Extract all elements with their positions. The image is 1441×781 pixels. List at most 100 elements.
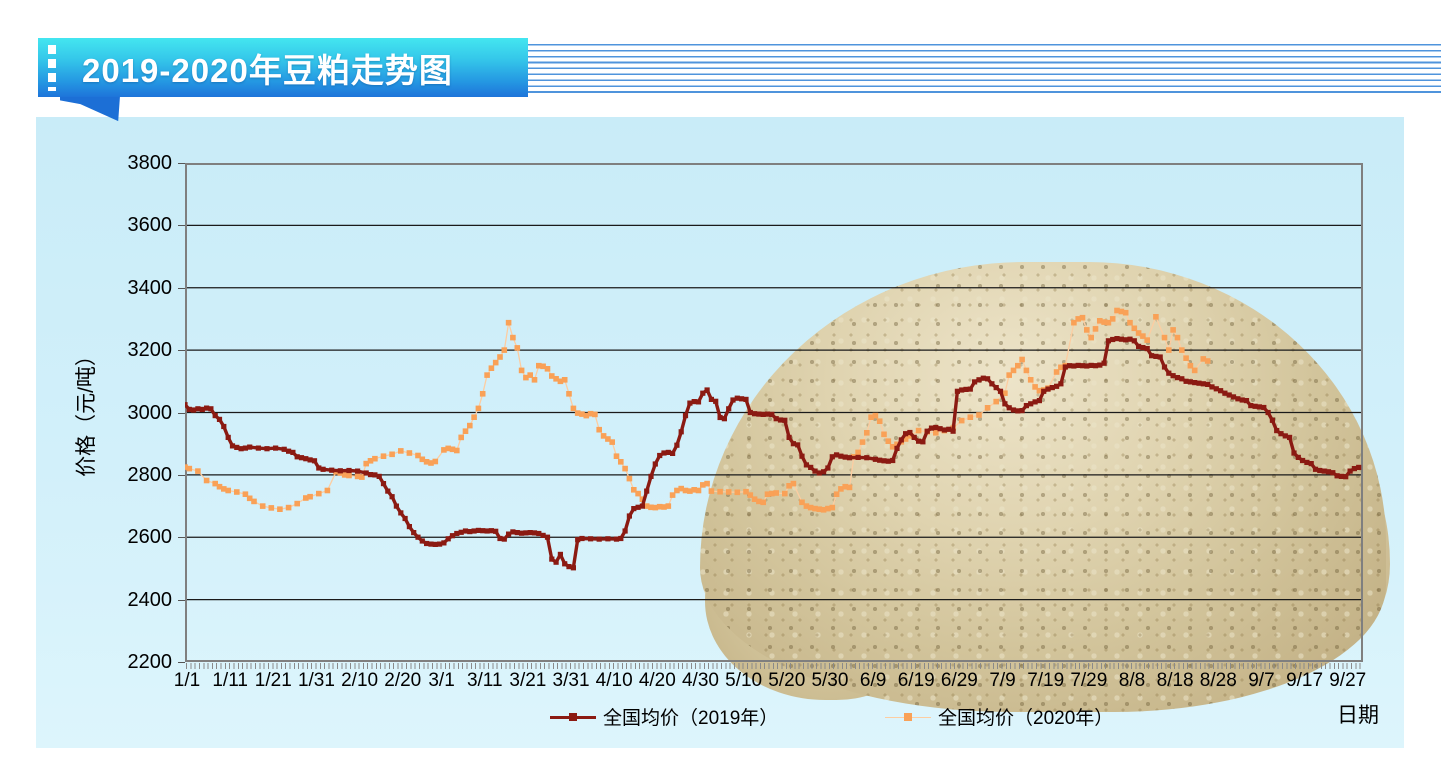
series-2019-marker [484, 528, 490, 534]
series-2019-marker [186, 406, 192, 412]
series-2019-marker [1187, 379, 1193, 385]
series-2019-marker [372, 472, 378, 478]
series-2019-marker [1239, 397, 1245, 403]
header-stripes-decoration [528, 44, 1441, 97]
series-2019-marker [622, 528, 628, 534]
series-2020-marker [398, 448, 404, 454]
series-2020-marker [605, 436, 611, 442]
series-2019-marker [273, 445, 279, 451]
series-2019-marker [1136, 343, 1142, 349]
series-2019-marker [437, 541, 443, 547]
series-2019-marker [700, 390, 706, 396]
x-tick-label: 5/20 [768, 670, 806, 691]
series-2019-marker [402, 515, 408, 522]
series-2019-marker [1179, 376, 1185, 382]
series-2020-marker [1071, 319, 1077, 326]
series-2019-marker [307, 457, 313, 463]
series-2019-marker [242, 445, 248, 451]
series-2020-marker [600, 433, 607, 439]
series-2019-marker [588, 536, 594, 542]
series-2020-marker [303, 495, 309, 501]
series-2019-marker [907, 429, 913, 436]
series-2020-marker [242, 491, 249, 497]
series-2020-marker [259, 503, 266, 509]
series-2020-marker [993, 398, 999, 405]
x-tick-label: 3/11 [466, 670, 503, 691]
series-2020-marker [631, 487, 637, 493]
x-tick-label: 7/29 [1070, 670, 1108, 691]
series-2020-marker [523, 374, 529, 381]
series-2019-marker [311, 458, 318, 464]
series-2020-marker [505, 319, 512, 326]
series-2020-marker [812, 505, 818, 512]
series-2019-marker [799, 453, 805, 459]
series-2020-marker [691, 487, 697, 493]
series-2019-marker [363, 470, 369, 476]
series-2019-marker [544, 534, 551, 540]
series-2020-marker [782, 490, 788, 497]
series-2019-marker [1351, 466, 1357, 472]
series-2020-marker [773, 490, 779, 496]
series-2019-marker [1023, 403, 1029, 409]
series-2020-marker [294, 500, 300, 507]
series-2019-marker [782, 417, 788, 423]
series-2019-marker [846, 455, 853, 461]
series-2020-marker [717, 488, 723, 495]
x-tick-label: 5/30 [811, 670, 849, 691]
series-2019-marker [777, 417, 784, 423]
series-2019-marker [1114, 336, 1120, 342]
series-2019-marker [406, 524, 412, 530]
series-2019-marker [216, 416, 223, 422]
series-2020-marker [876, 418, 883, 424]
series-2019-marker [462, 528, 469, 534]
series-2019-marker [1105, 338, 1111, 344]
series-2019-marker [1226, 392, 1232, 398]
y-tick-mark [178, 599, 185, 601]
series-2020-marker [531, 377, 538, 383]
series-2019-marker [1010, 407, 1017, 413]
series-2019-marker [527, 530, 533, 536]
series-2019-marker [1261, 404, 1267, 411]
series-2020-marker [359, 474, 365, 480]
series-2020-marker [958, 417, 965, 424]
series-2019-marker [238, 446, 244, 452]
series-2020-marker [1200, 356, 1207, 362]
series-2020-marker [277, 506, 283, 512]
y-axis-title: 价格（元/吨） [75, 345, 98, 477]
series-2020-marker [527, 372, 533, 378]
series-2019-marker [467, 529, 473, 535]
series-2020-marker [574, 410, 581, 416]
series-2020-marker [881, 431, 887, 438]
x-axis-title: 日期 [1337, 704, 1379, 727]
series-2020-marker [1204, 358, 1211, 364]
series-2019-marker [303, 456, 309, 462]
series-2019-marker [972, 379, 978, 385]
banner-dashes-decoration [48, 44, 56, 91]
x-tick-label: 9/27 [1329, 670, 1367, 691]
series-2019-marker [1058, 381, 1064, 387]
series-2020-marker [872, 412, 879, 419]
series-2019-marker [717, 414, 723, 421]
series-2019-marker [199, 406, 205, 412]
x-tick-label: 2/10 [341, 670, 379, 691]
series-2019-marker [337, 468, 343, 474]
series-2019-marker [329, 467, 335, 473]
series-2020-marker [1118, 308, 1125, 315]
series-2020-marker [1153, 314, 1159, 320]
series-2019-marker [916, 438, 922, 444]
series-2020-marker [1101, 319, 1107, 325]
series-2019-marker [428, 541, 434, 547]
series-2019-marker [803, 462, 809, 468]
series-2019-marker [1075, 362, 1081, 368]
series-2019-marker [894, 445, 900, 451]
series-2019-marker [255, 445, 261, 451]
series-2019-marker [195, 406, 201, 412]
series-2020-marker [1032, 384, 1038, 390]
series-2019-marker [950, 428, 956, 434]
series-2019-marker [1032, 399, 1038, 405]
x-tick-label: 1/1 [173, 670, 201, 691]
series-2019-marker [531, 530, 538, 536]
series-2019-marker [1084, 363, 1090, 369]
series-2020-marker [212, 480, 218, 487]
series-2020-marker [544, 366, 551, 372]
